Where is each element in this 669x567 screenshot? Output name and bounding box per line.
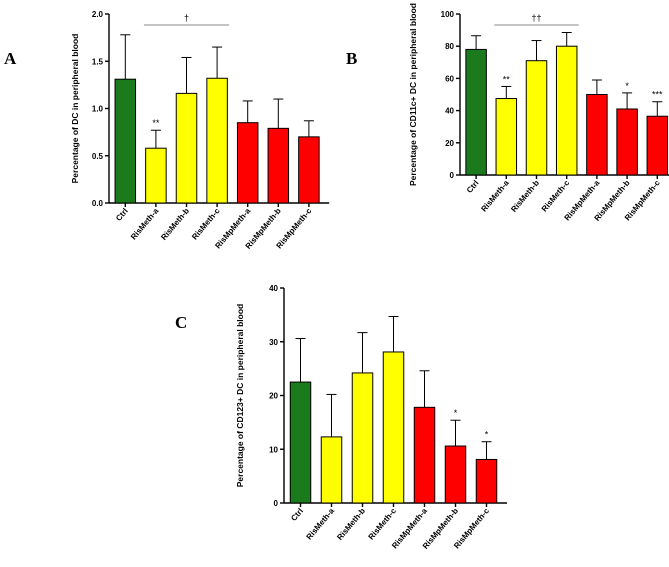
x-tick-label-b: RisMeth-b xyxy=(509,178,541,213)
significance-b: *** xyxy=(652,90,663,100)
significance-a: ** xyxy=(152,118,160,128)
bar-a xyxy=(114,78,137,204)
chart-a: 0.0 0.5 1.0 1.5 2.0 Percentage of DC in perip… xyxy=(70,10,330,251)
panel-letter-b: B xyxy=(346,49,357,68)
x-tick-label-c: RisMeth-a xyxy=(305,506,337,541)
y-tick-label-b: 60 xyxy=(445,74,454,83)
y-tick-label-b: 100 xyxy=(441,10,455,19)
chart-c: 0 10 20 30 40 Percentage of CD123+ DC in peri… xyxy=(235,284,507,551)
bar-b xyxy=(465,48,487,176)
bar-c xyxy=(320,436,343,504)
y-tick-label-a: 0.0 xyxy=(92,199,104,208)
y-tick-label-b: 40 xyxy=(445,107,454,116)
bracket-label-a: † xyxy=(184,13,189,23)
x-tick-label-c: Ctrl xyxy=(289,507,305,523)
bar-c xyxy=(413,406,436,504)
y-axis-title-c: Percentage of CD123+ DC in peripheral bl… xyxy=(235,304,245,488)
bar-c xyxy=(289,381,312,504)
bar-a xyxy=(267,127,290,204)
x-tick-label-b: RisMeth-c xyxy=(540,178,572,213)
bar-b xyxy=(586,94,608,176)
bar-b xyxy=(495,98,518,176)
x-tick-label-a: RisMeth-b xyxy=(159,206,191,241)
y-tick-label-b: 80 xyxy=(445,42,454,51)
bar-b xyxy=(555,45,578,176)
y-tick-label-a: 2.0 xyxy=(92,10,104,19)
bar-a xyxy=(236,122,259,204)
y-tick-label-a: 0.5 xyxy=(92,152,104,161)
chart-b: 0 20 40 60 80 100 Percentage of CD11c+ DC in p… xyxy=(408,3,669,223)
y-tick-label-b: 20 xyxy=(445,139,454,148)
significance-b: * xyxy=(625,81,629,91)
bar-c xyxy=(382,351,405,504)
bar-b xyxy=(525,60,548,176)
y-tick-label-c: 0 xyxy=(274,499,279,508)
y-tick-label-a: 1.0 xyxy=(92,105,104,114)
x-tick-label-c: RisMeth-c xyxy=(367,506,399,541)
bar-a xyxy=(175,92,198,204)
y-tick-label-b: 0 xyxy=(450,171,455,180)
bar-a xyxy=(298,136,320,204)
bracket-label-b: †† xyxy=(531,13,541,23)
bar-a xyxy=(145,147,167,204)
bar-c xyxy=(475,458,498,504)
bar-b xyxy=(646,115,669,176)
panel-letter-c: C xyxy=(175,313,187,332)
bar-c xyxy=(444,445,467,504)
y-tick-label-c: 40 xyxy=(269,284,278,293)
y-tick-label-c: 10 xyxy=(269,445,278,454)
y-tick-label-c: 20 xyxy=(269,392,278,401)
y-tick-label-c: 30 xyxy=(269,338,278,347)
x-tick-label-c: RisMeth-b xyxy=(335,506,367,541)
bar-c xyxy=(351,372,374,504)
x-tick-label-a: RisMeth-a xyxy=(129,206,161,241)
x-tick-label-b: Ctrl xyxy=(465,179,481,195)
x-tick-label-a: Ctrl xyxy=(114,207,130,223)
bar-b xyxy=(616,108,638,176)
bar-a xyxy=(206,77,228,204)
y-tick-label-a: 1.5 xyxy=(92,57,104,66)
significance-b: ** xyxy=(503,74,511,84)
significance-c: * xyxy=(485,430,489,440)
y-axis-title-a: Percentage of DC in peripheral blood xyxy=(70,34,80,184)
significance-c: * xyxy=(454,408,458,418)
x-tick-label-b: RisMeth-a xyxy=(479,178,511,213)
x-tick-label-a: RisMeth-c xyxy=(190,206,222,241)
panel-letter-a: A xyxy=(4,49,17,68)
y-axis-title-b: Percentage of CD11c+ DC in peripheral bl… xyxy=(408,3,418,186)
